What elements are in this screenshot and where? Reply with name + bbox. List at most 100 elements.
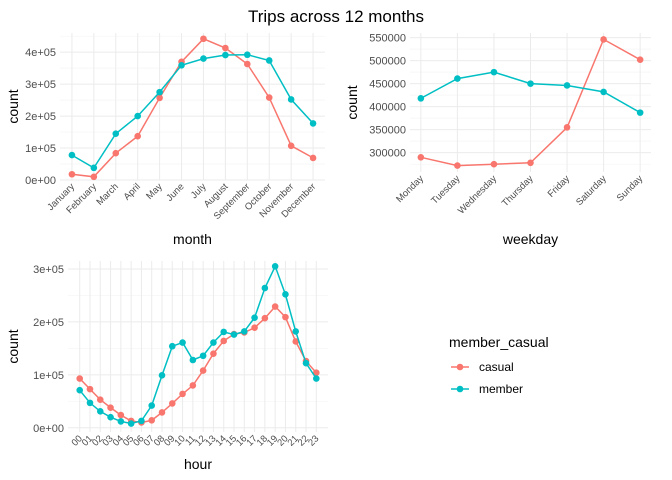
data-point-member	[251, 314, 258, 321]
data-point-casual	[261, 314, 269, 322]
data-point-casual	[90, 173, 98, 181]
x-tick-label: Saturday	[574, 173, 609, 208]
y-tick-label: 1e+05	[33, 370, 64, 382]
legend-key-point	[456, 385, 464, 393]
data-point-member	[112, 130, 120, 137]
y-axis-title: count	[344, 85, 360, 119]
x-tick-label: Tuesday	[429, 173, 462, 206]
legend-key-point	[456, 363, 464, 371]
panel-hour: 0e+001e+052e+053e+0500010203040506070809…	[5, 261, 328, 472]
chart-panels: 0e+001e+052e+053e+054e+05JanuaryFebruary…	[5, 33, 651, 472]
data-point-casual	[251, 324, 258, 332]
x-axis-title: weekday	[502, 231, 558, 247]
legend-label: casual	[479, 360, 514, 374]
y-tick-label: 300000	[369, 148, 406, 160]
y-tick-label: 3e+05	[33, 264, 64, 276]
data-point-member	[117, 418, 125, 425]
legend-entry-casual: casual	[451, 360, 514, 374]
data-point-casual	[68, 170, 76, 178]
y-tick-label: 2e+05	[25, 111, 56, 123]
legend-label: member	[479, 382, 523, 396]
data-point-member	[148, 402, 156, 409]
data-point-member	[189, 356, 197, 364]
y-tick-label: 0e+00	[33, 423, 64, 435]
data-point-casual	[179, 390, 186, 398]
y-tick-label: 0e+00	[25, 175, 56, 187]
data-point-casual	[309, 154, 317, 162]
y-axis-title: count	[5, 89, 21, 123]
data-point-casual	[222, 44, 229, 52]
data-point-casual	[527, 159, 534, 167]
y-tick-label: 2e+05	[33, 317, 64, 329]
data-point-member	[68, 151, 76, 159]
data-point-casual	[282, 313, 289, 321]
data-point-member	[292, 328, 300, 335]
data-point-member	[90, 164, 98, 172]
data-point-member	[86, 399, 94, 407]
data-point-casual	[244, 60, 251, 68]
data-point-member	[527, 80, 534, 87]
data-point-member	[271, 262, 279, 270]
data-point-casual	[168, 400, 176, 407]
data-point-member	[600, 88, 607, 96]
data-point-member	[309, 120, 317, 127]
data-point-casual	[112, 149, 120, 157]
data-point-member	[563, 82, 571, 89]
series-line-casual	[71, 37, 314, 178]
data-point-member	[417, 95, 425, 102]
data-point-casual	[600, 36, 607, 43]
y-tick-label: 3e+05	[25, 79, 56, 91]
data-point-member	[200, 55, 207, 62]
x-axis-title: month	[173, 231, 212, 247]
y-tick-label: 4e+05	[25, 47, 56, 59]
legend-title: member_casual	[449, 334, 549, 350]
data-point-member	[265, 57, 273, 64]
data-point-casual	[158, 409, 166, 416]
data-point-casual	[199, 367, 207, 374]
data-point-casual	[417, 153, 425, 161]
data-point-casual	[287, 142, 295, 150]
x-tick-label: 23	[306, 433, 321, 448]
panel-weekday: 300000 350000 400000 450000 500000 550000 Mond…	[344, 33, 651, 247]
data-point-member	[220, 328, 228, 336]
y-tick-label: 350000	[369, 125, 406, 137]
series-line-casual	[79, 305, 317, 424]
data-point-member	[230, 331, 238, 338]
data-point-member	[490, 68, 498, 76]
y-tick-label: 1e+05	[25, 143, 56, 155]
data-point-member	[454, 75, 461, 82]
data-point-member	[302, 359, 310, 367]
data-point-casual	[563, 124, 571, 131]
y-tick-label: 400000	[369, 102, 406, 114]
data-point-casual	[86, 385, 94, 393]
x-tick-label: Wednesday	[456, 173, 499, 216]
data-point-member	[287, 96, 295, 103]
data-point-member	[107, 413, 114, 421]
data-point-casual	[76, 375, 83, 382]
data-point-member	[636, 109, 644, 116]
data-point-member	[222, 51, 229, 59]
data-point-member	[158, 372, 166, 379]
data-point-member	[282, 291, 289, 298]
series-line-member	[79, 264, 317, 425]
data-point-member	[127, 420, 135, 427]
x-tick-label: Sunday	[615, 173, 646, 204]
data-point-casual	[134, 132, 141, 140]
x-tick-label: March	[94, 181, 120, 207]
x-tick-label: April	[122, 181, 143, 202]
data-point-casual	[148, 417, 156, 424]
data-point-casual	[313, 369, 320, 377]
data-point-member	[240, 328, 248, 335]
data-point-member	[313, 375, 320, 382]
x-tick-label: Friday	[546, 173, 573, 200]
data-point-casual	[265, 94, 273, 101]
chart-title: Trips across 12 months	[248, 7, 424, 26]
data-point-member	[210, 339, 217, 346]
data-point-casual	[189, 382, 197, 389]
data-point-casual	[96, 396, 104, 404]
x-tick-label: May	[144, 181, 165, 202]
data-point-casual	[210, 350, 217, 357]
x-tick-label: June	[164, 181, 186, 203]
